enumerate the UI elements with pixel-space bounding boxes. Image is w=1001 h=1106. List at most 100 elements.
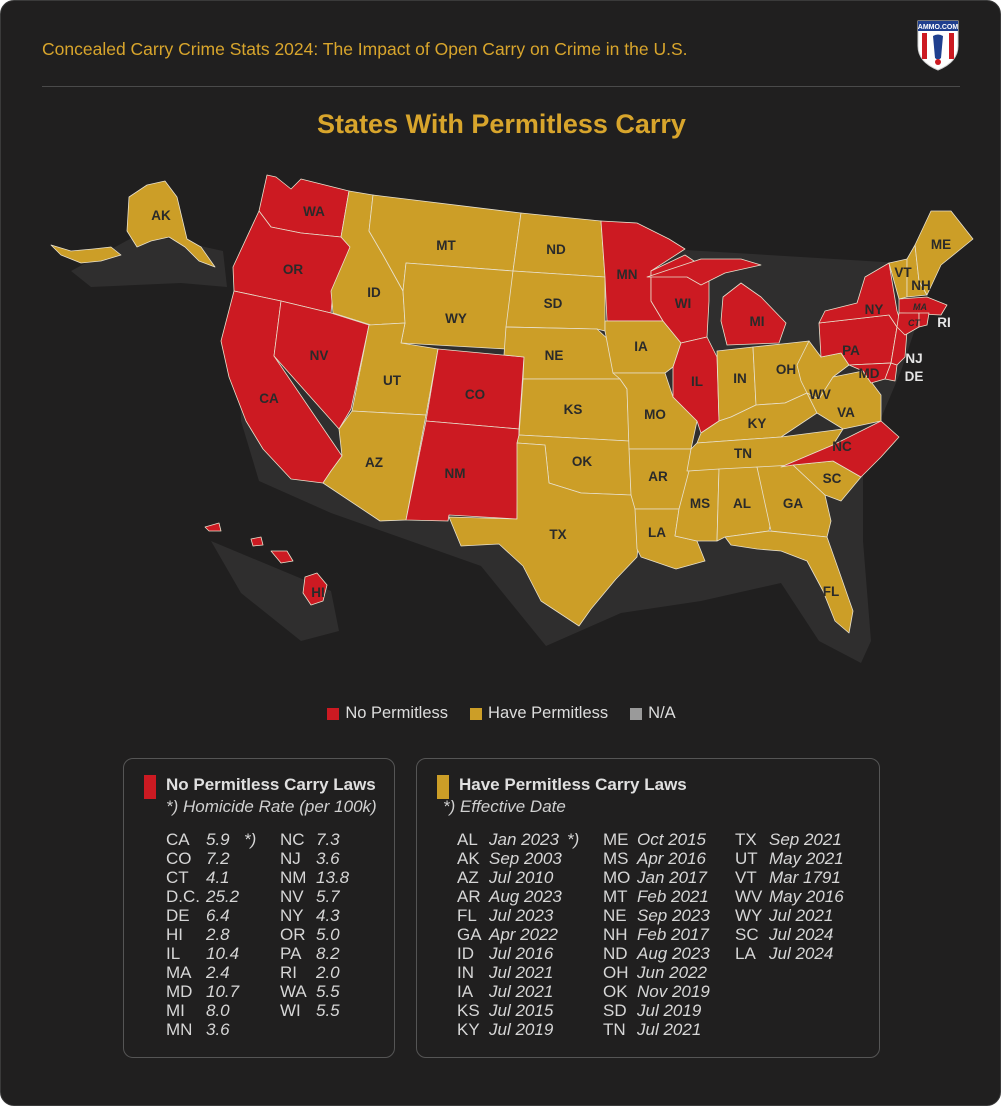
- row-state: FL: [457, 906, 477, 925]
- list-row: MO Jan 2017: [603, 868, 733, 887]
- row-state: NC: [280, 830, 305, 849]
- state-nm: [405, 420, 520, 522]
- list-row: AL Jan 2023 *): [457, 830, 597, 849]
- state-me: [914, 210, 974, 296]
- state-label-la: LA: [648, 525, 666, 540]
- state-label-ia: IA: [634, 339, 648, 354]
- state-label-az: AZ: [365, 455, 383, 470]
- state-label-nm: NM: [445, 466, 466, 481]
- state-label-mn: MN: [617, 267, 638, 282]
- row-state: NV: [280, 887, 304, 906]
- row-value: 4.3: [316, 906, 340, 925]
- list-row: CT 4.1: [166, 868, 276, 887]
- row-value: 3.6: [316, 849, 340, 868]
- list-row: ID Jul 2016: [457, 944, 597, 963]
- state-label-sd: SD: [544, 296, 563, 311]
- state-label-de: DE: [905, 369, 924, 384]
- state-label-mi: MI: [750, 314, 765, 329]
- list-row: ND Aug 2023: [603, 944, 733, 963]
- row-value: Sep 2003: [489, 849, 562, 868]
- state-label-il: IL: [691, 374, 703, 389]
- row-state: TX: [735, 830, 757, 849]
- no-permitless-panel: No Permitless Carry Laws *) Homicide Rat…: [123, 758, 395, 1058]
- list-row: MN 3.6: [166, 1020, 276, 1039]
- state-label-ut: UT: [383, 373, 402, 388]
- row-value: May 2021: [769, 849, 844, 868]
- row-state: AK: [457, 849, 480, 868]
- state-label-ar: AR: [648, 469, 668, 484]
- list-row: WV May 2016: [735, 887, 865, 906]
- row-value: Nov 2019: [637, 982, 710, 1001]
- row-state: VT: [735, 868, 757, 887]
- have-panel-title: Have Permitless Carry Laws: [459, 775, 687, 794]
- row-value: 5.5: [316, 1001, 340, 1020]
- list-row: MT Feb 2021: [603, 887, 733, 906]
- row-state: MO: [603, 868, 631, 887]
- list-row: NM 13.8: [280, 868, 390, 887]
- row-state: OK: [603, 982, 628, 1001]
- row-state: IN: [457, 963, 474, 982]
- row-state: MT: [603, 887, 628, 906]
- list-row: OR 5.0: [280, 925, 390, 944]
- row-state: PA: [280, 944, 302, 963]
- list-row: SC Jul 2024: [735, 925, 865, 944]
- row-value: Jul 2015: [489, 1001, 554, 1020]
- row-state: MS: [603, 849, 629, 868]
- no-panel-marker: [144, 775, 156, 799]
- legend-na-label: N/A: [648, 704, 676, 722]
- state-label-id: ID: [367, 285, 381, 300]
- legend-no: No Permitless: [327, 704, 448, 723]
- list-row: AK Sep 2003: [457, 849, 597, 868]
- have-panel-col-3: TX Sep 2021 UT May 2021 VT Mar 1791 WV May 2016…: [735, 830, 865, 963]
- us-map: WA OR CA NV ID MT WY UT AZ CO NM ND SD NE KS OK TX MN IA MO…: [50, 174, 974, 663]
- state-label-fl: FL: [823, 584, 840, 599]
- list-row: HI 2.8: [166, 925, 276, 944]
- row-value: 13.8: [316, 868, 350, 887]
- ammo-logo: AMMO.COM: [917, 20, 959, 71]
- row-value: 7.2: [206, 849, 230, 868]
- list-row: WA 5.5: [280, 982, 390, 1001]
- state-mi: [646, 258, 787, 346]
- row-value: 10.7: [206, 982, 240, 1001]
- row-value: Feb 2017: [637, 925, 709, 944]
- state-label-nh: NH: [911, 278, 931, 293]
- state-label-wy: WY: [445, 311, 467, 326]
- row-value: Oct 2015: [637, 830, 706, 849]
- state-tx: [448, 442, 642, 627]
- list-row: IA Jul 2021: [457, 982, 597, 1001]
- list-row: D.C. 25.2: [166, 887, 276, 906]
- list-row: UT May 2021: [735, 849, 865, 868]
- row-marker: *): [244, 830, 257, 849]
- list-row: WI 5.5: [280, 1001, 390, 1020]
- state-label-vt: VT: [894, 265, 912, 280]
- row-value: Jul 2024: [769, 925, 834, 944]
- list-row: VT Mar 1791: [735, 868, 865, 887]
- row-state: OH: [603, 963, 629, 982]
- row-value: Aug 2023: [637, 944, 710, 963]
- legend-have-label: Have Permitless: [488, 704, 609, 722]
- list-row: CA 5.9 *): [166, 830, 276, 849]
- legend-have-swatch: [470, 707, 483, 720]
- row-state: NH: [603, 925, 628, 944]
- row-state: CT: [166, 868, 189, 887]
- state-label-al: AL: [733, 496, 751, 511]
- page-title: Concealed Carry Crime Stats 2024: The Im…: [42, 39, 688, 59]
- state-label-or: OR: [283, 262, 304, 277]
- state-fl: [724, 530, 854, 634]
- row-value: 3.6: [206, 1020, 230, 1039]
- state-label-mt: MT: [436, 238, 456, 253]
- map-legend: No Permitless Have Permitless N/A: [1, 704, 1000, 723]
- state-label-ms: MS: [690, 496, 710, 511]
- state-label-ky: KY: [748, 416, 767, 431]
- list-row: SD Jul 2019: [603, 1001, 733, 1020]
- header-divider: [42, 86, 960, 87]
- row-state: DE: [166, 906, 190, 925]
- state-label-wv: WV: [809, 387, 831, 402]
- row-state: ME: [603, 830, 629, 849]
- list-row: KS Jul 2015: [457, 1001, 597, 1020]
- row-value: Jun 2022: [637, 963, 707, 982]
- legend-have: Have Permitless: [470, 704, 608, 723]
- list-row: MS Apr 2016: [603, 849, 733, 868]
- list-row: DE 6.4: [166, 906, 276, 925]
- row-value: 6.4: [206, 906, 230, 925]
